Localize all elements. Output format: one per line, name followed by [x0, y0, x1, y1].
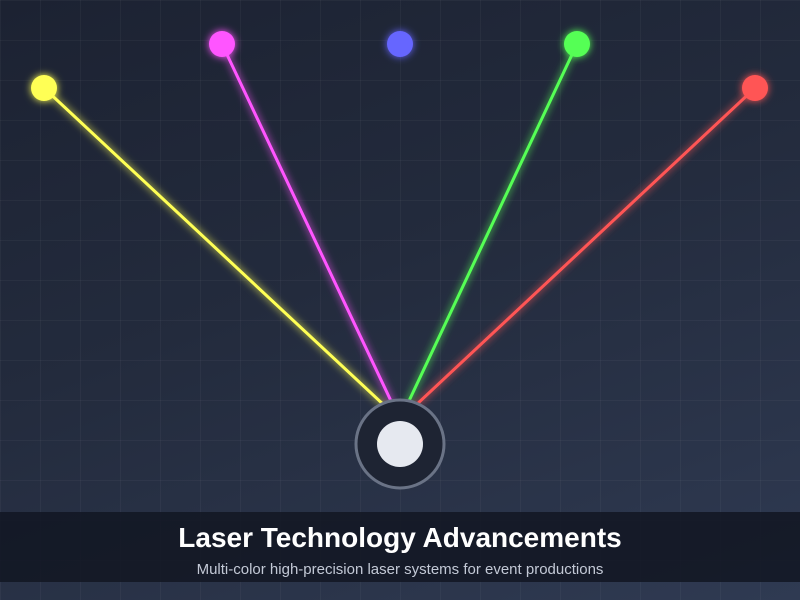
magenta-laser-beam — [220, 42, 402, 422]
page-title: Laser Technology Advancements — [178, 522, 622, 553]
magenta-laser-emitter-dot — [209, 31, 235, 57]
projector-lens — [377, 421, 423, 467]
page-subtitle: Multi-color high-precision laser systems… — [196, 561, 604, 578]
red-laser-emitter-dot — [742, 75, 768, 101]
yellow-laser-beam — [42, 86, 402, 422]
blue-laser-emitter-dot — [387, 31, 413, 57]
green-laser-emitter-dot — [564, 31, 590, 57]
projector — [354, 398, 446, 490]
caption-bar: Laser Technology Advancements Multi-colo… — [0, 512, 800, 582]
red-laser-beam — [398, 86, 757, 422]
yellow-laser-emitter-dot — [31, 75, 57, 101]
green-laser-beam — [398, 42, 579, 422]
